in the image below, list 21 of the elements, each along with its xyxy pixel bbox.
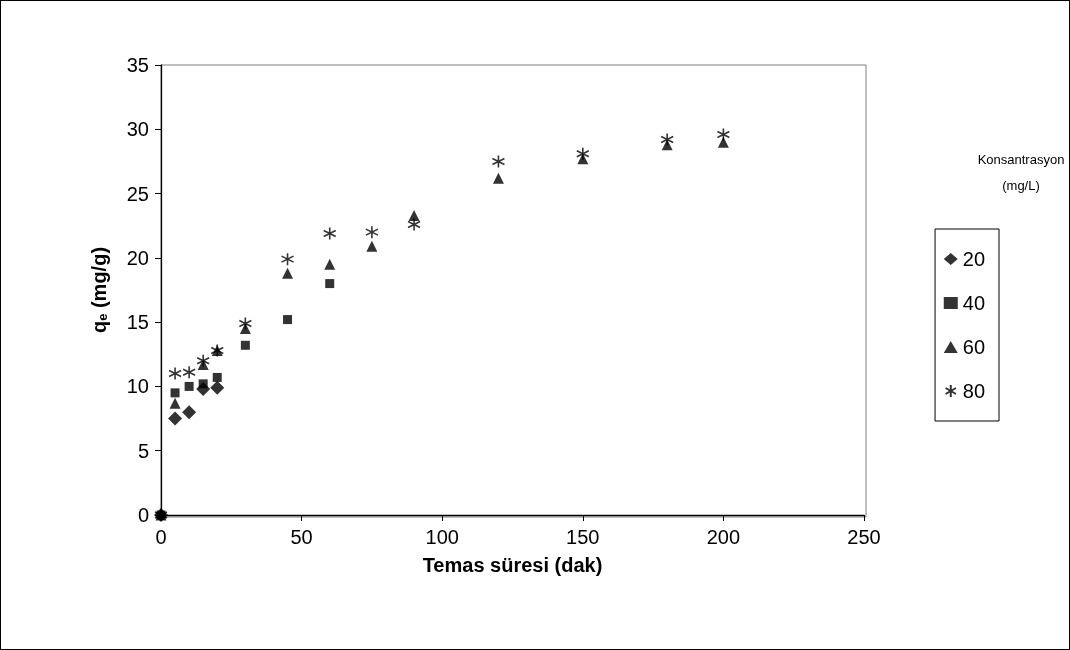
y-tick-label: 35 — [126, 54, 149, 76]
legend-label: 60 — [962, 336, 985, 358]
y-tick-label: 10 — [126, 375, 149, 398]
x-axis-title: Temas süresi (dak) — [422, 554, 603, 576]
x-tick-label: 250 — [847, 526, 881, 548]
legend-label: 20 — [962, 248, 985, 270]
y-tick-label: 25 — [126, 182, 149, 205]
y-tick-label: 5 — [137, 439, 149, 462]
x-tick-label: 200 — [706, 526, 741, 548]
x-tick-label: 150 — [566, 526, 600, 548]
legend-label: 40 — [962, 292, 985, 314]
x-tick-label: 100 — [425, 526, 459, 548]
x-tick-label: 50 — [290, 526, 313, 548]
x-tick-label: 0 — [155, 526, 167, 548]
y-tick-label: 30 — [126, 118, 149, 141]
y-tick-label: 0 — [137, 504, 149, 526]
y-tick-label: 15 — [126, 311, 149, 334]
legend-label: 80 — [962, 380, 985, 402]
y-axis-title: qe (mg/g) — [87, 246, 110, 334]
y-tick-label: 20 — [126, 246, 149, 269]
legend-title: Konsantrasyon (mg/L) — [977, 151, 1065, 193]
